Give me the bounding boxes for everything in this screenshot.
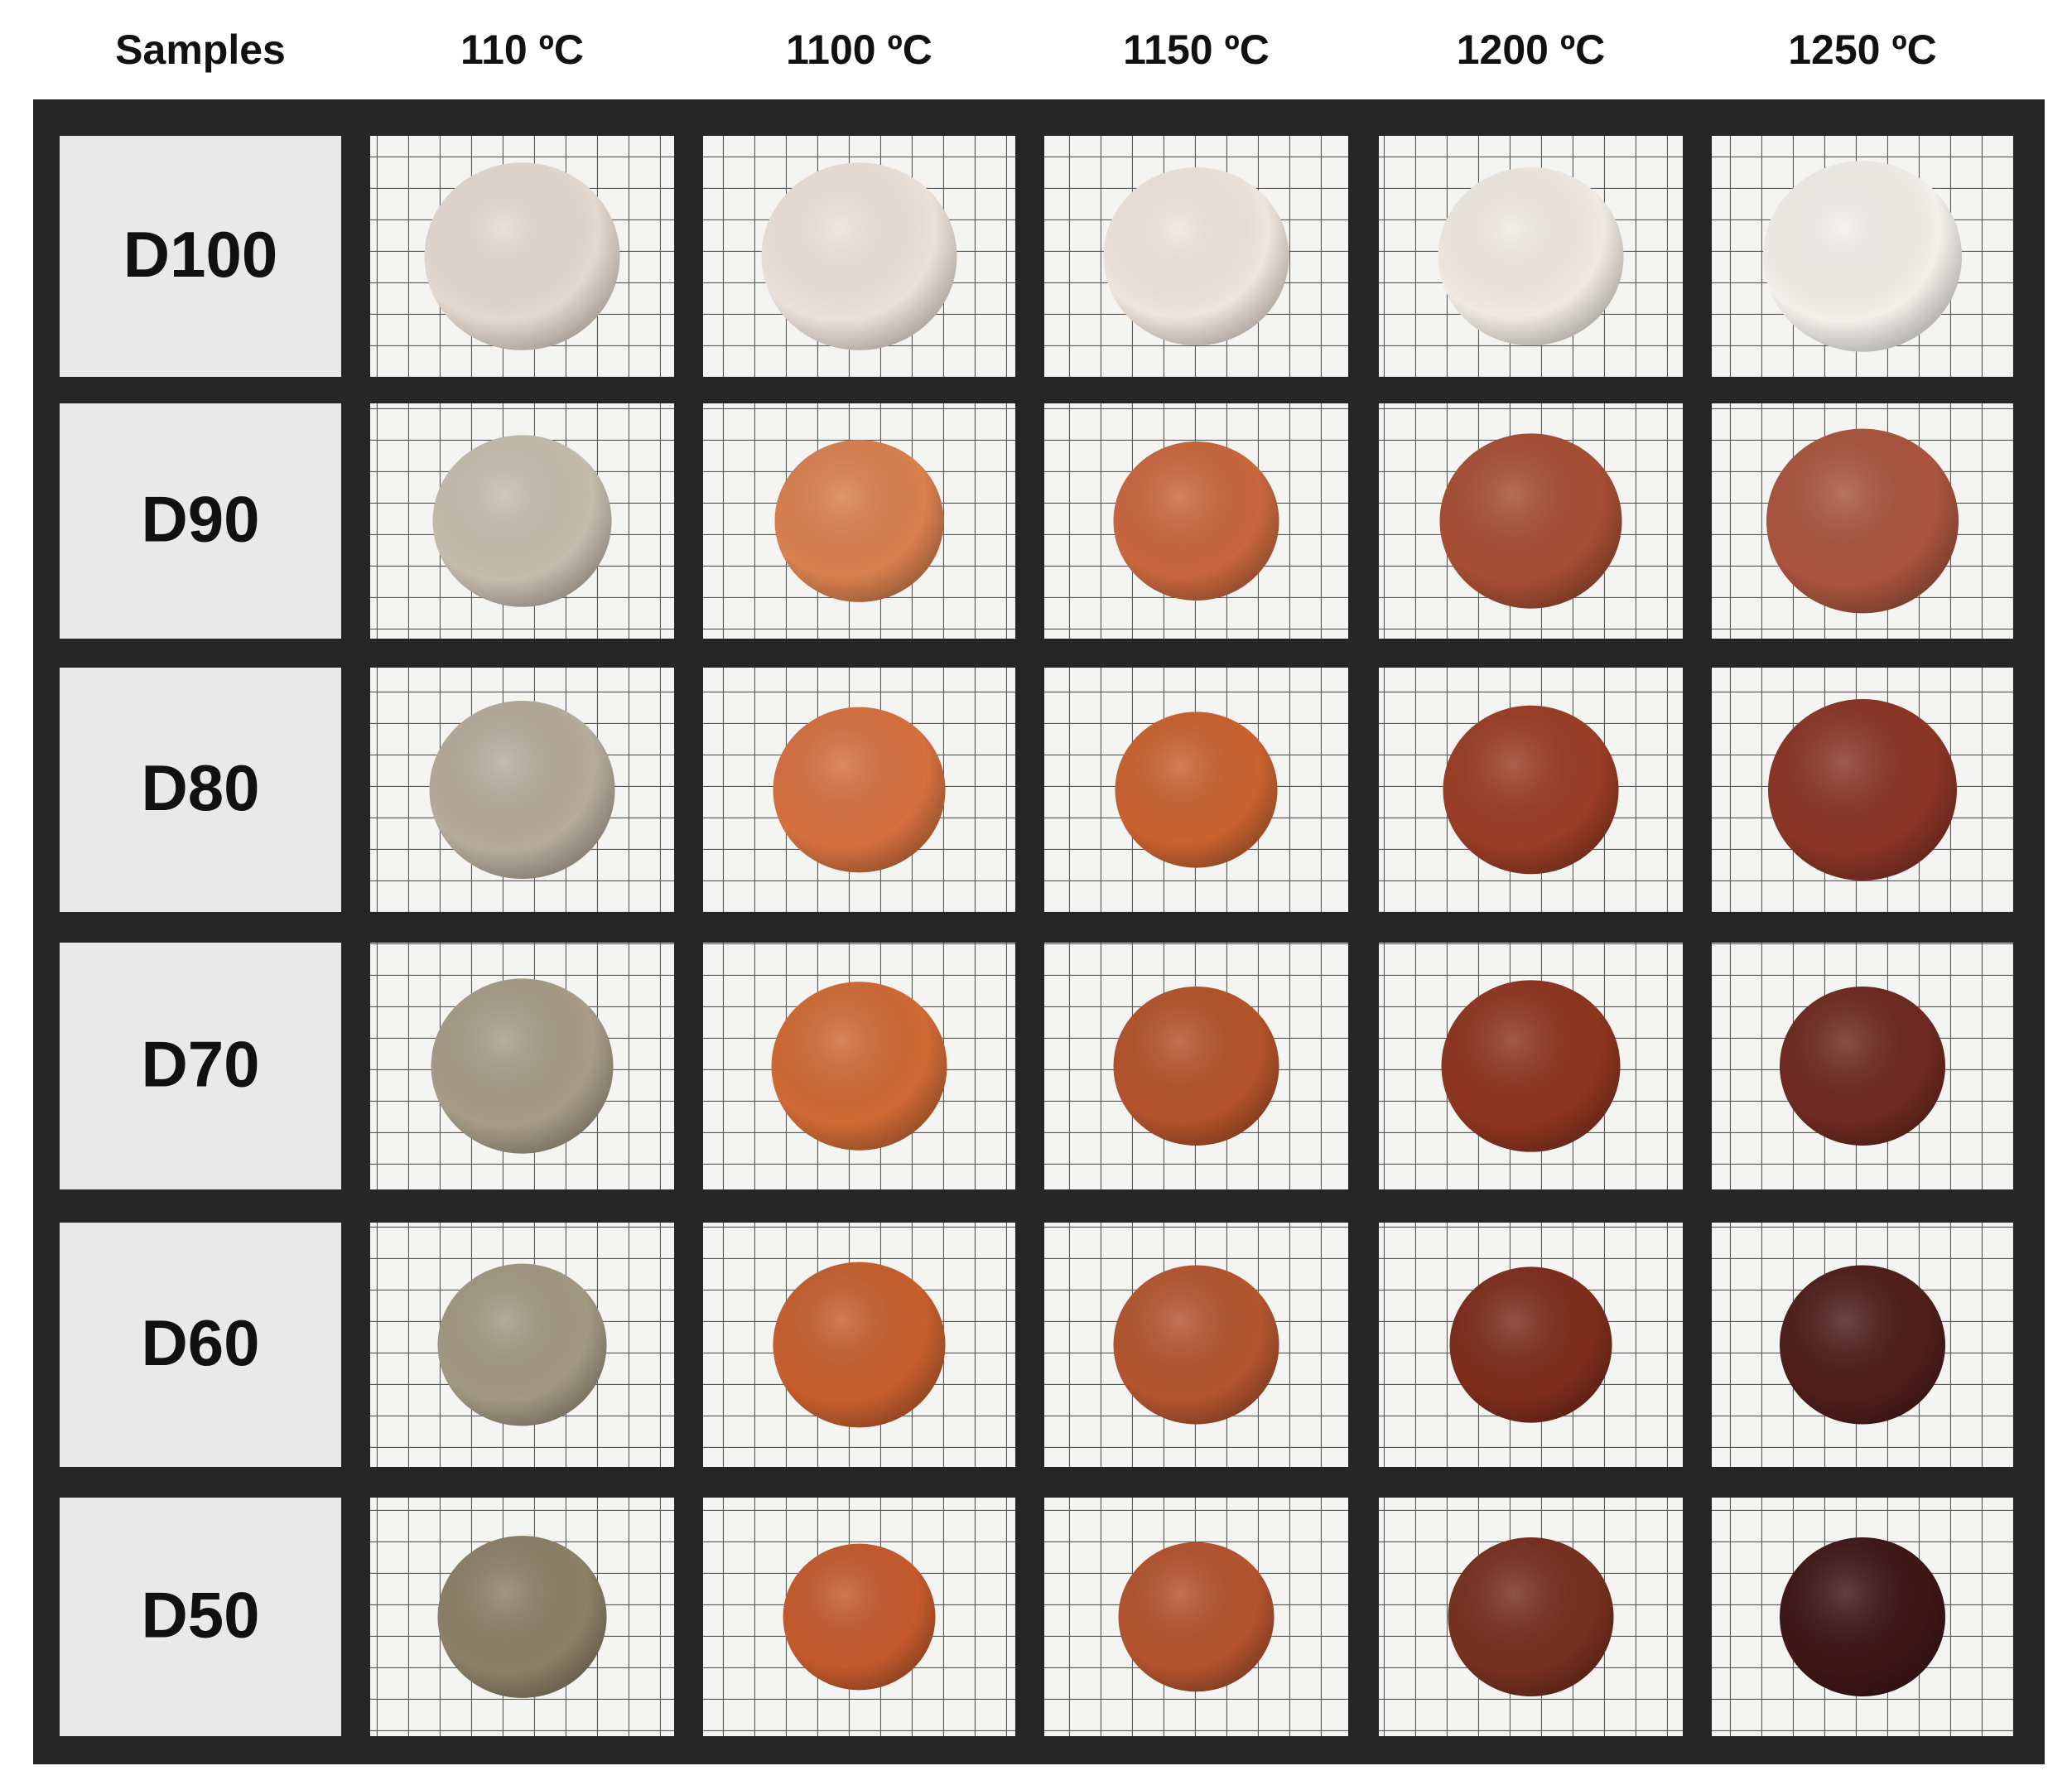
sample-ball-shade [1763,161,1962,352]
sample-ball-shade [431,978,614,1154]
sample-ball-shade [1780,1265,1945,1425]
label-cell [60,668,341,912]
sample-ball-shade [771,982,947,1151]
sample-ball-shade [1438,166,1624,346]
sample-ball-shade [1439,433,1622,609]
sample-ball-shade [1113,987,1279,1146]
sample-ball-shade [1441,980,1621,1152]
sample-ball-shade [1103,166,1289,346]
sample-ball-shade [432,435,612,607]
column-header: 110 ºC [460,27,584,73]
sample-ball-shade [1115,712,1278,868]
sample-ball-shade [1768,699,1957,881]
row-label: D90 [141,483,259,556]
sample-ball-shade [437,1536,607,1698]
row-label: D50 [141,1579,259,1652]
sample-ball-shade [774,440,944,602]
sample-ball-shade [437,1263,607,1426]
row-label: D80 [141,751,259,824]
label-cell [60,1498,341,1736]
sample-ball-shade [773,707,946,873]
sample-ball-shade [1780,1537,1945,1696]
column-header: 1100 ºC [786,27,932,73]
sample-ball-shade [1448,1537,1614,1696]
sample-ball-shade [1113,1265,1279,1425]
column-header: 1150 ºC [1123,27,1270,73]
sample-ball-shade [1113,441,1279,601]
label-cell [60,943,341,1189]
row-label: D70 [141,1028,259,1101]
sample-ball-shade [783,1543,936,1691]
sample-ball-shade [761,162,957,350]
label-cell [60,136,341,377]
sample-ball-shade [1766,428,1959,614]
frame [33,99,2045,1764]
sample-ball-shade [1443,705,1619,875]
column-header: 1200 ºC [1457,27,1606,73]
column-header: 1250 ºC [1788,27,1937,73]
sample-ball-shade [429,700,615,880]
sample-ball-shade [1118,1542,1275,1692]
sample-ball-shade [1449,1267,1612,1423]
row-label: D100 [123,218,277,291]
label-cell [60,403,341,639]
sample-ball-shade [1780,987,1945,1146]
label-cell [60,1223,341,1467]
sample-ball-shade [773,1262,946,1428]
row-label: D60 [141,1306,259,1379]
column-header: Samples [115,27,286,73]
sample-ball-shade [424,162,620,350]
